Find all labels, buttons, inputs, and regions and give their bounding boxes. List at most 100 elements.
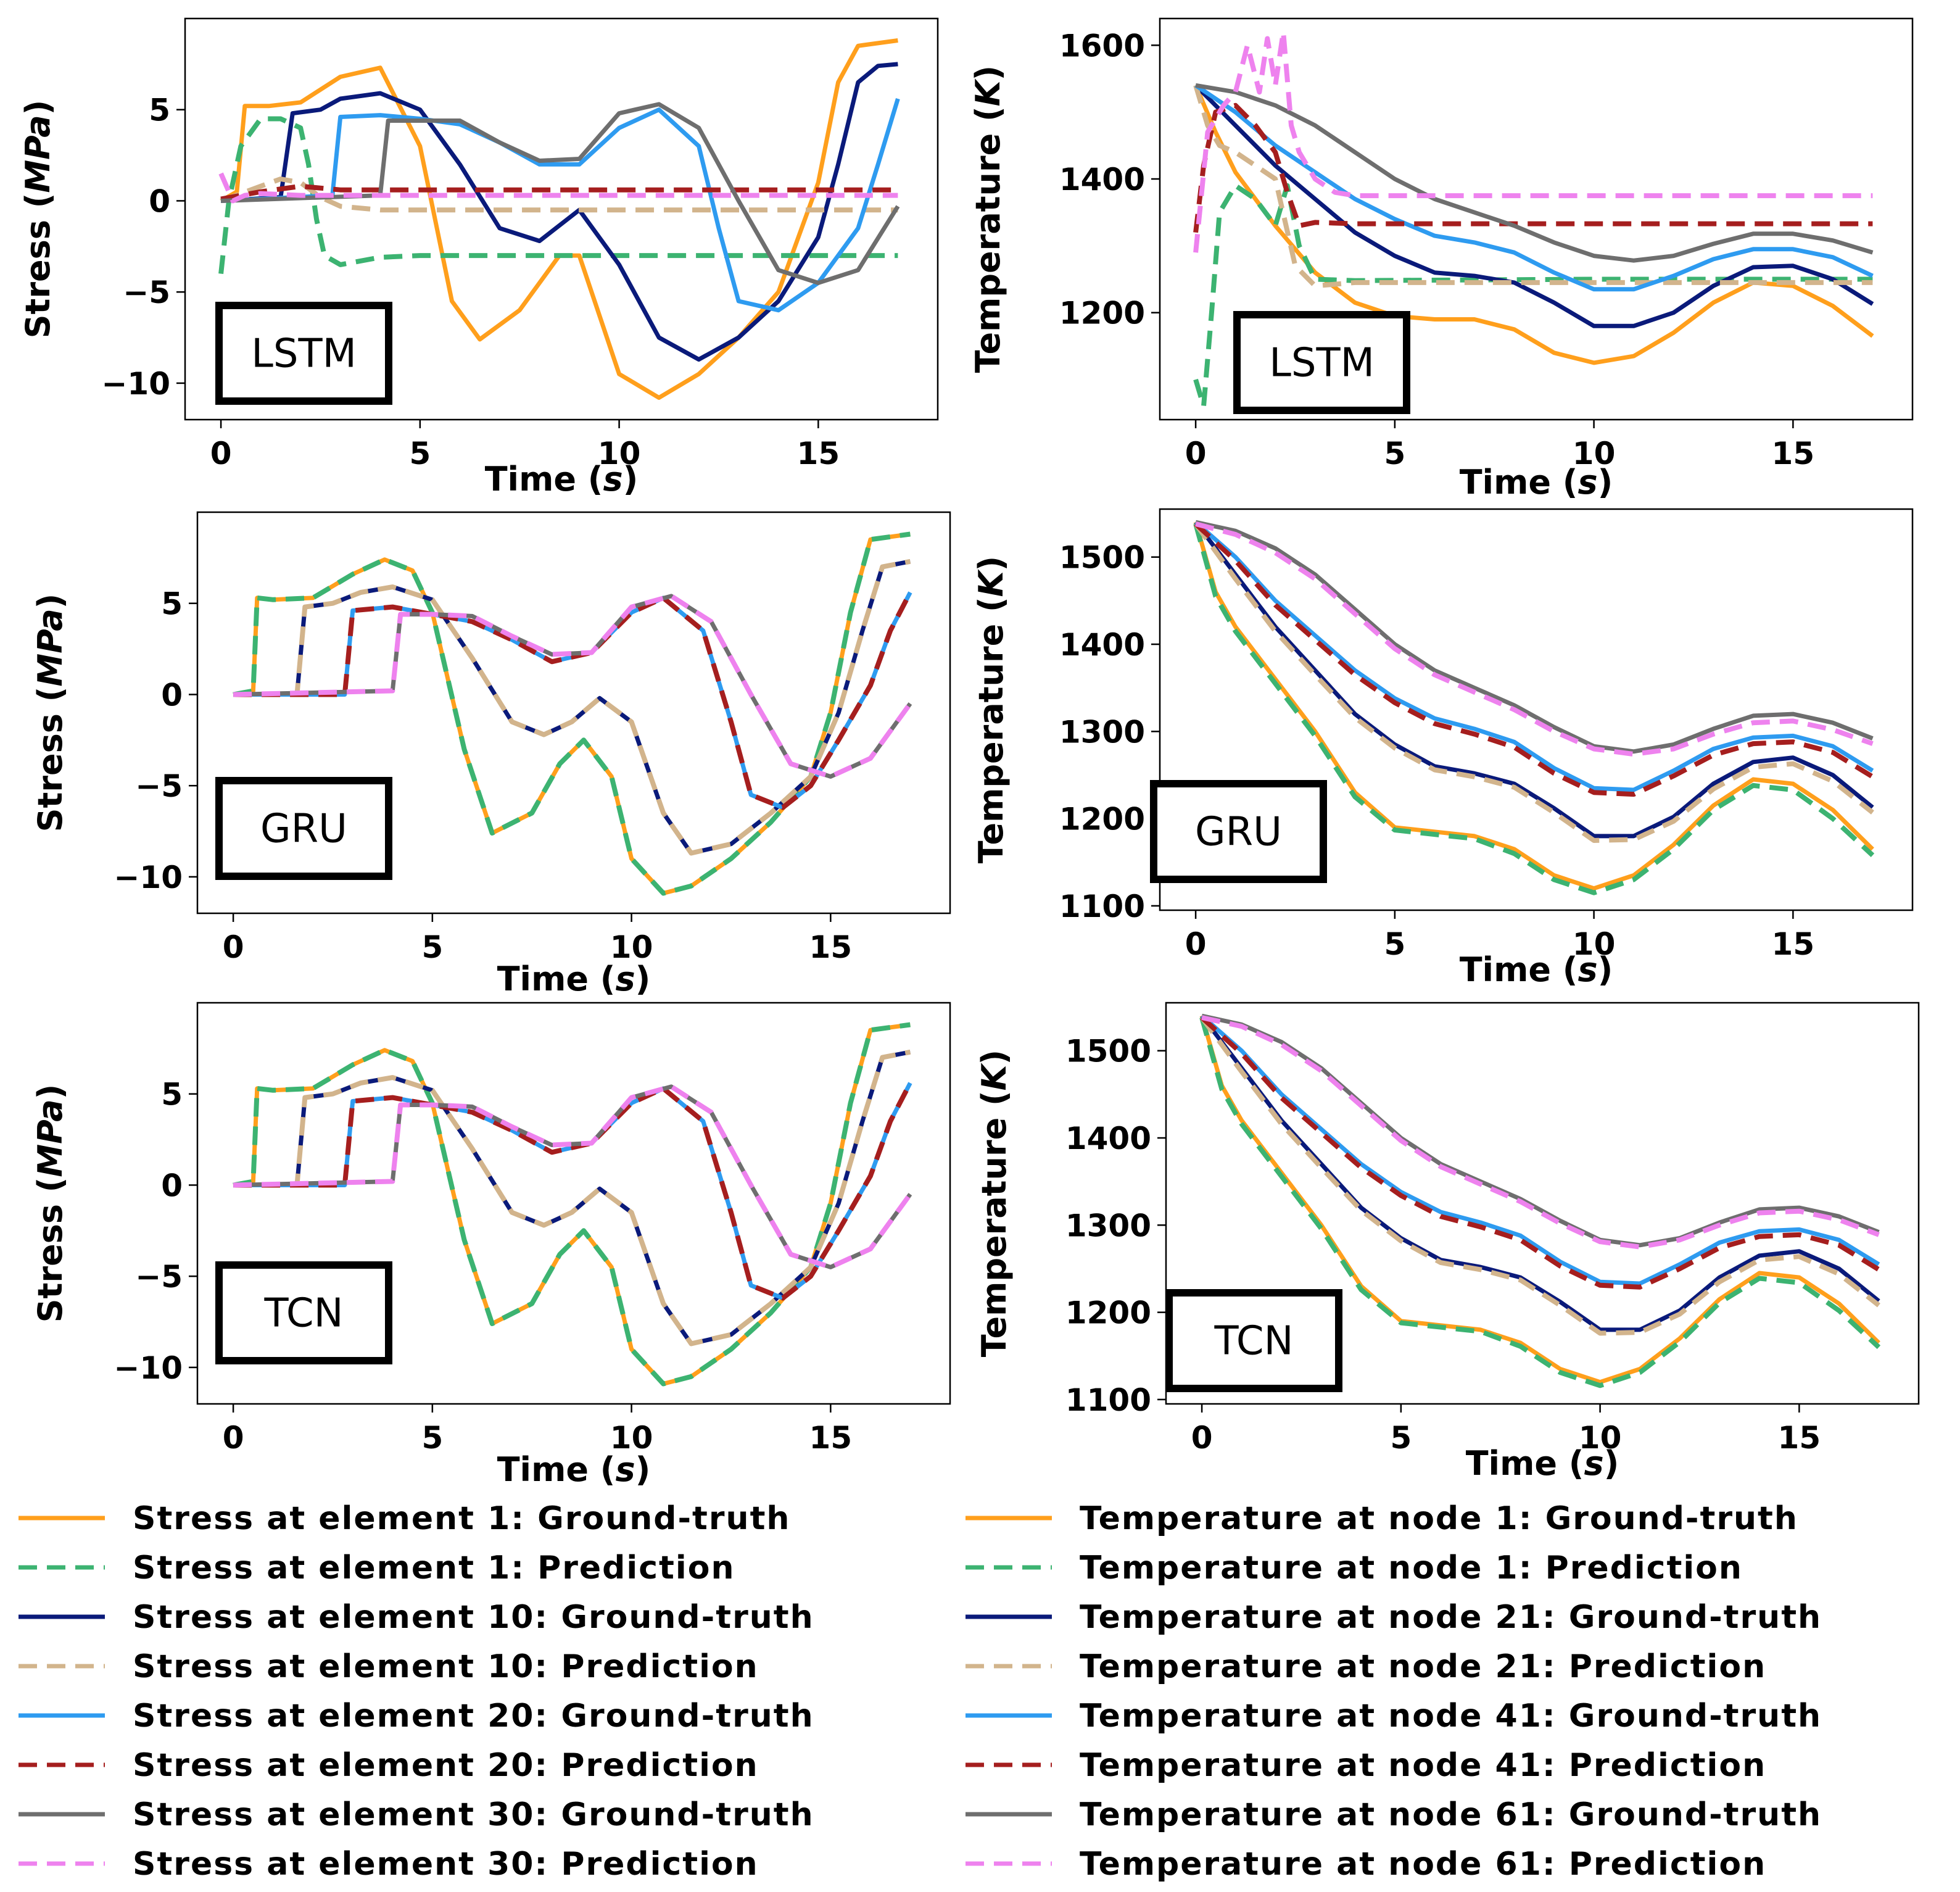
y-axis-label: Stress (MPa) bbox=[31, 594, 70, 832]
y-tick-label: 0 bbox=[161, 677, 183, 713]
x-tick-label: 0 bbox=[1191, 1420, 1213, 1456]
x-tick-label: 0 bbox=[223, 1420, 244, 1456]
y-tick-label: 1200 bbox=[1059, 296, 1145, 331]
x-tick-label: 10 bbox=[610, 929, 653, 965]
y-tick-label: 1400 bbox=[1065, 1121, 1151, 1156]
legend-label: Temperature at node 1: Ground-truth bbox=[1080, 1500, 1798, 1537]
x-tick-label: 15 bbox=[809, 929, 853, 965]
legend-label: Temperature at node 21: Ground-truth bbox=[1080, 1599, 1822, 1636]
series-line-8 bbox=[1201, 1015, 1880, 1250]
y-tick-label: 1200 bbox=[1059, 802, 1145, 837]
y-tick-label: 1100 bbox=[1065, 1382, 1151, 1418]
x-axis-label-close: ) bbox=[1598, 950, 1613, 989]
series-group bbox=[1199, 1013, 1881, 1388]
y-axis-label: Stress (MPa) bbox=[19, 100, 57, 339]
y-axis-label-unit: MPa bbox=[19, 115, 57, 193]
x-axis-label-close: ) bbox=[635, 960, 651, 998]
x-tick-label: 10 bbox=[598, 436, 641, 471]
x-tick-label: 0 bbox=[1185, 926, 1207, 962]
plot-frame bbox=[196, 511, 951, 915]
y-axis-label-unit: MPa bbox=[31, 608, 70, 686]
y-axis-label-close: ) bbox=[972, 556, 1011, 571]
y-axis-label: Temperature (K) bbox=[975, 1050, 1014, 1357]
legend-label: Temperature at node 41: Prediction bbox=[1080, 1747, 1766, 1784]
series-line-8 bbox=[1193, 29, 1873, 253]
series-line-5 bbox=[220, 98, 900, 313]
series-group bbox=[1193, 520, 1875, 895]
series-group bbox=[218, 38, 900, 400]
x-tick-label: 10 bbox=[1579, 1420, 1622, 1456]
x-tick-label: 15 bbox=[1772, 436, 1815, 471]
x-axis-label-close: ) bbox=[1598, 463, 1613, 502]
series-line-8 bbox=[233, 593, 912, 779]
legend-label: Temperature at node 1: Prediction bbox=[1080, 1550, 1743, 1587]
model-label-box bbox=[215, 777, 392, 880]
series-line-1 bbox=[220, 38, 898, 400]
series-line-7 bbox=[220, 102, 900, 285]
legend-label: Stress at element 30: Prediction bbox=[133, 1846, 759, 1883]
legend-stress: Stress at element 1: Ground-truth Stress … bbox=[19, 1500, 814, 1883]
y-axis-label-unit: MPa bbox=[31, 1099, 70, 1177]
y-axis-label: Temperature (K) bbox=[969, 65, 1007, 373]
series-group bbox=[233, 531, 912, 896]
series-line-8 bbox=[1195, 521, 1874, 757]
y-tick-label: −5 bbox=[123, 275, 170, 310]
series-line-4 bbox=[1199, 1016, 1880, 1336]
series-line-4 bbox=[233, 558, 911, 856]
y-tick-label: 5 bbox=[161, 586, 183, 622]
series-line-6 bbox=[1200, 1016, 1880, 1290]
legend-label: Stress at element 20: Prediction bbox=[133, 1747, 759, 1784]
y-axis-label-unit: K bbox=[972, 568, 1011, 597]
y-axis-label-main: Stress ( bbox=[31, 687, 70, 832]
series-line-2 bbox=[1193, 523, 1875, 895]
plot-frame bbox=[1159, 508, 1914, 911]
x-axis-label-main: Time ( bbox=[1460, 463, 1578, 502]
model-label-box bbox=[1165, 1289, 1342, 1392]
series-line-3 bbox=[1194, 83, 1874, 328]
series-line-6 bbox=[1194, 522, 1874, 797]
y-tick-label: −5 bbox=[135, 1259, 183, 1295]
y-axis-label-close: ) bbox=[19, 100, 57, 115]
x-tick-label: 0 bbox=[223, 929, 244, 965]
y-tick-label: 5 bbox=[161, 1077, 183, 1113]
legend-label: Stress at element 30: Ground-truth bbox=[133, 1796, 814, 1833]
x-axis-label-main: Time ( bbox=[1460, 950, 1578, 989]
y-tick-label: 1400 bbox=[1059, 627, 1145, 663]
model-label-box bbox=[1150, 780, 1327, 883]
y-axis-label-close: ) bbox=[31, 1084, 70, 1100]
x-tick-label: 5 bbox=[409, 436, 431, 471]
y-tick-label: −5 bbox=[135, 768, 183, 804]
series-group bbox=[1193, 29, 1874, 409]
y-axis-label: Stress (MPa) bbox=[31, 1084, 70, 1323]
y-tick-label: 0 bbox=[149, 183, 170, 219]
model-label-box bbox=[215, 1261, 392, 1364]
series-line-6 bbox=[233, 591, 912, 810]
series-line-2 bbox=[1199, 1016, 1881, 1388]
x-tick-label: 5 bbox=[421, 1420, 443, 1456]
series-line-4 bbox=[220, 176, 898, 213]
x-axis-label-close: ) bbox=[1604, 1444, 1619, 1483]
x-tick-label: 0 bbox=[210, 436, 232, 471]
x-axis-label: Time (s) bbox=[1460, 463, 1613, 502]
series-line-6 bbox=[1193, 102, 1873, 233]
model-label: LSTM bbox=[1269, 341, 1375, 386]
x-axis-label: Time (s) bbox=[485, 460, 639, 499]
x-axis-label-close: ) bbox=[623, 460, 639, 499]
x-tick-label: 15 bbox=[797, 436, 840, 471]
x-axis-label-close: ) bbox=[635, 1450, 651, 1489]
x-axis-label-unit: s bbox=[615, 960, 635, 998]
legend-label: Temperature at node 61: Ground-truth bbox=[1080, 1796, 1822, 1833]
legend-label: Temperature at node 21: Prediction bbox=[1080, 1648, 1766, 1685]
y-tick-label: 1300 bbox=[1059, 714, 1145, 750]
x-tick-label: 5 bbox=[421, 929, 443, 965]
legend-label: Stress at element 1: Prediction bbox=[133, 1550, 735, 1587]
y-tick-label: 5 bbox=[149, 93, 170, 128]
model-label: GRU bbox=[1195, 810, 1282, 855]
series-line-6 bbox=[233, 1082, 912, 1301]
legend-label: Stress at element 10: Prediction bbox=[133, 1648, 759, 1685]
x-axis-label-main: Time ( bbox=[1466, 1444, 1584, 1483]
